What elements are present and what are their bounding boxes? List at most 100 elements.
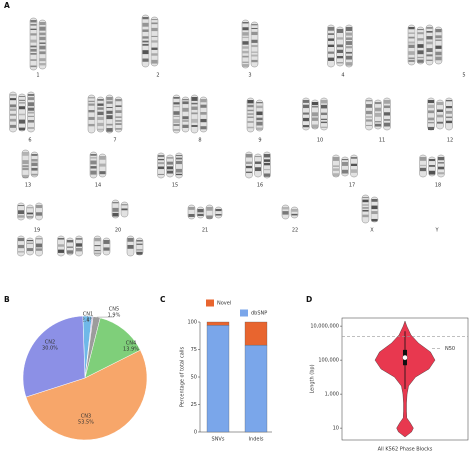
chromatid: [370, 196, 379, 223]
chromosome: [255, 99, 264, 132]
chromosome: [141, 14, 150, 68]
band: [408, 32, 415, 34]
band: [312, 124, 318, 129]
band: [242, 64, 249, 67]
band: [303, 112, 309, 115]
chromosome-label: 10: [317, 138, 323, 144]
chromosome: [250, 21, 259, 68]
band: [303, 100, 309, 103]
band: [97, 99, 104, 101]
band: [97, 116, 104, 121]
chromosome: [166, 154, 174, 178]
band: [31, 162, 38, 166]
chromatid: [105, 94, 114, 134]
band: [200, 112, 207, 115]
band: [408, 27, 415, 30]
band: [167, 161, 173, 165]
band: [31, 173, 38, 176]
band: [215, 209, 222, 212]
band: [328, 38, 334, 41]
band: [375, 107, 381, 112]
band: [264, 159, 270, 162]
band: [337, 37, 343, 40]
chromatid: [26, 204, 34, 220]
band: [342, 169, 348, 174]
chromosome: [281, 204, 290, 220]
band: [242, 61, 249, 64]
band: [366, 124, 372, 126]
chromosome-label: 12: [447, 138, 453, 144]
slice-value: 30.0%: [42, 346, 58, 352]
band: [151, 53, 158, 56]
slice-label: CN2: [45, 340, 55, 346]
band: [429, 170, 435, 175]
band: [39, 36, 46, 41]
band: [188, 207, 195, 210]
band: [176, 173, 182, 176]
band: [426, 59, 433, 62]
band: [438, 172, 444, 175]
band: [426, 48, 433, 53]
band: [291, 213, 298, 216]
y-tick-label: 10: [333, 426, 339, 432]
band: [251, 27, 258, 30]
band: [30, 59, 37, 61]
chromosome: [35, 235, 43, 257]
band: [22, 160, 29, 165]
band: [18, 244, 24, 249]
band: [375, 121, 381, 123]
band: [312, 112, 318, 117]
band: [197, 213, 204, 217]
band: [18, 210, 24, 215]
band: [99, 163, 106, 167]
band: [417, 29, 424, 31]
band: [242, 32, 249, 36]
band: [312, 102, 318, 106]
leader-line: [87, 316, 89, 323]
band: [36, 248, 42, 251]
chromosome-label: 17: [349, 183, 355, 189]
band: [446, 110, 452, 114]
band: [437, 114, 443, 118]
band: [328, 51, 334, 54]
band: [28, 94, 34, 96]
band: [167, 170, 173, 174]
band: [10, 98, 16, 101]
band: [94, 250, 101, 252]
chromosome: [75, 235, 83, 257]
band: [242, 55, 249, 58]
slice-label: CN3: [81, 414, 91, 420]
chromosome-label: 9: [258, 138, 261, 144]
band: [191, 102, 198, 105]
y-axis-label: Length (bp): [310, 364, 316, 393]
band: [282, 211, 289, 215]
y-tick-label: 10,000,000: [310, 324, 339, 330]
band: [371, 218, 378, 222]
chromosome-label: 15: [172, 183, 178, 189]
band: [303, 104, 309, 109]
band: [19, 113, 25, 116]
band: [39, 22, 46, 26]
band: [351, 169, 357, 173]
band: [151, 40, 158, 43]
band: [362, 209, 369, 212]
band: [247, 120, 254, 123]
band: [158, 166, 164, 170]
band: [351, 157, 357, 159]
band: [264, 154, 270, 158]
band: [90, 157, 97, 159]
chromosome: [311, 99, 319, 130]
band: [30, 28, 37, 30]
chromosome: [199, 96, 208, 133]
band: [39, 26, 46, 31]
band: [428, 121, 434, 124]
band: [18, 215, 24, 218]
chromatid: [35, 202, 43, 221]
band: [18, 238, 24, 242]
band: [408, 44, 415, 48]
chromosome: [181, 96, 190, 133]
band: [200, 126, 207, 130]
band: [142, 58, 149, 62]
chromosome: [196, 206, 205, 219]
chromosome: [407, 24, 416, 66]
